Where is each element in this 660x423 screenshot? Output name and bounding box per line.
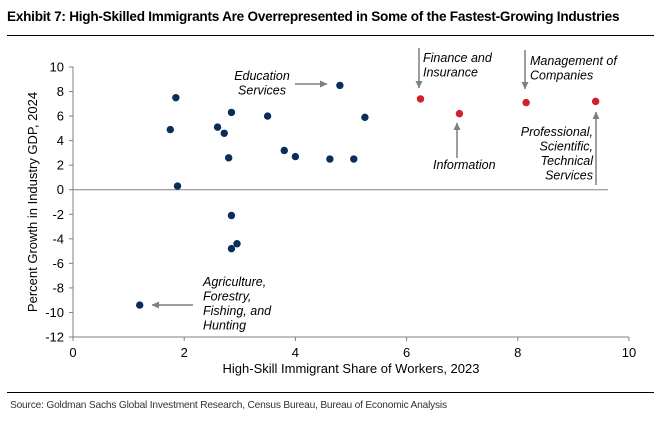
y-axis-label: Percent Growth in Industry GDP, 2024 — [25, 92, 40, 312]
y-tick-label: 6 — [57, 109, 64, 124]
y-tick-label: -4 — [52, 231, 64, 246]
annotation-label: Information — [433, 158, 496, 172]
annotation-line: Information — [433, 158, 496, 172]
source-note: Source: Goldman Sachs Global Investment … — [10, 400, 447, 411]
annotation-label: Education Services — [234, 69, 290, 98]
annotation-line: Services — [545, 169, 593, 183]
chart-title: Exhibit 7: High-Skilled Immigrants Are O… — [7, 9, 620, 24]
annotation-line: Professional, — [521, 125, 593, 139]
industry-point — [213, 123, 222, 131]
industry-point — [227, 211, 236, 220]
annotation-arrows — [151, 48, 600, 309]
industry-point — [326, 155, 334, 163]
x-tick-label: 8 — [514, 345, 521, 360]
x-tick-label: 6 — [403, 345, 410, 360]
y-tick-label: 10 — [50, 60, 64, 75]
annotation-line: Management of — [530, 54, 618, 68]
annotation-line: Companies — [530, 69, 593, 83]
industry-point — [227, 244, 236, 253]
highlighted-point — [591, 97, 600, 106]
tick-labels: -12 -10 -8 -6 -4 -2 0 2 4 6 8 10 0 2 4 6 8 10 — [45, 60, 636, 361]
annotation-line: Scientific, — [540, 140, 594, 154]
data-points — [136, 81, 600, 309]
annotation-line: Fishing, and — [203, 304, 272, 318]
industry-point — [336, 81, 344, 90]
highlighted-point — [522, 98, 530, 107]
annotation-line: Forestry, — [203, 290, 251, 304]
y-tick-label: -2 — [52, 207, 64, 222]
y-tick-label: -12 — [45, 330, 64, 345]
y-tick-label: -8 — [52, 280, 64, 295]
title-divider — [7, 35, 654, 36]
y-tick-label: -6 — [52, 256, 64, 271]
highlighted-point — [455, 109, 464, 118]
industry-point — [224, 154, 233, 162]
highlighted-point — [416, 95, 425, 103]
industry-point — [166, 125, 174, 134]
annotation-label: Management of Companies — [530, 54, 618, 83]
industry-point — [227, 108, 236, 117]
industry-point — [172, 93, 180, 102]
y-tick-label: 8 — [57, 84, 64, 99]
annotation-line: Agriculture, — [202, 275, 266, 289]
industry-point — [350, 155, 358, 163]
source-divider — [7, 392, 654, 393]
x-axis-label: High-Skill Immigrant Share of Workers, 2… — [223, 361, 480, 376]
y-tick-label: 2 — [57, 158, 64, 173]
industry-point — [136, 301, 144, 309]
industry-point — [361, 113, 369, 122]
industry-point — [291, 152, 300, 161]
annotation-label: Agriculture, Forestry, Fishing, and Hunting — [202, 275, 272, 333]
industry-point — [263, 112, 272, 120]
annotation-line: Services — [238, 84, 286, 98]
x-tick-label: 4 — [292, 345, 299, 360]
y-tick-label: 4 — [57, 133, 64, 148]
industry-point — [173, 182, 182, 190]
annotation-line: Education — [234, 69, 290, 83]
x-tick-label: 0 — [69, 345, 76, 360]
industry-point — [280, 146, 288, 155]
annotation-label: Finance and Insurance — [423, 51, 493, 80]
industry-point — [220, 129, 228, 137]
annotation-line: Finance and — [423, 51, 493, 65]
annotation-line: Hunting — [203, 319, 246, 333]
industry-point — [233, 240, 241, 248]
annotation-label: Professional, Scientific, Technical Service… — [521, 125, 594, 183]
y-tick-label: -10 — [45, 305, 64, 320]
annotation-line: Insurance — [423, 66, 478, 80]
x-tick-label: 10 — [622, 345, 636, 360]
x-tick-label: 2 — [181, 345, 188, 360]
y-tick-label: 0 — [57, 182, 64, 197]
annotation-line: Technical — [541, 154, 595, 168]
axes — [69, 66, 630, 341]
